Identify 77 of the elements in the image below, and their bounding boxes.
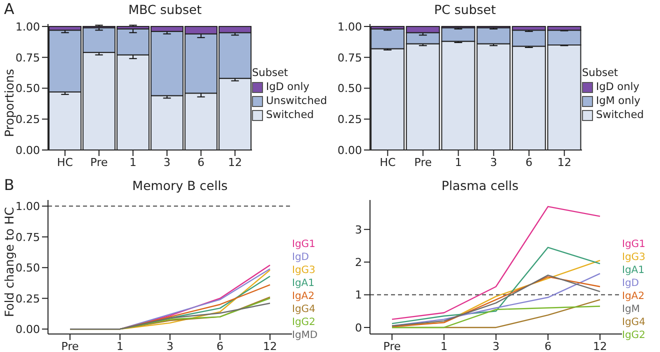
y-axis-title: Fold change to HC — [2, 207, 16, 317]
y-tick-label: 1.00 — [16, 200, 40, 214]
x-tick-label: Pre — [383, 340, 401, 352]
text: IgMD — [292, 329, 319, 342]
text: IgA1 — [622, 264, 646, 277]
text: IgG1 — [292, 238, 316, 251]
y-tick-label: 0.50 — [338, 82, 362, 96]
x-tick-label: 6 — [544, 340, 552, 352]
x-tick-label: 6 — [198, 156, 204, 169]
text: IgG2 — [622, 329, 646, 342]
y-tick-label: 1.00 — [338, 20, 362, 34]
chart-title: MBC subset — [127, 2, 203, 17]
x-tick-label: HC — [57, 156, 74, 169]
text: IgM — [622, 303, 641, 316]
chart-title: Plasma cells — [440, 178, 520, 193]
series-label: Switched — [266, 109, 314, 121]
line-series — [69, 302, 271, 330]
x-tick-label: 6 — [216, 340, 224, 352]
legend-label: Unswitched — [266, 95, 327, 107]
legend-label: IgM only — [596, 95, 640, 107]
y-tick-label: 0.00 — [16, 322, 40, 336]
x-tick-label: Pre — [61, 340, 79, 352]
text: IgG4 — [622, 316, 646, 329]
text: IgA2 — [622, 290, 646, 303]
x-tick-label: 12 — [557, 156, 572, 169]
x-tick-label: 1 — [130, 156, 136, 169]
text: A — [4, 0, 14, 18]
x-tick-label: 12 — [263, 340, 277, 352]
text: IgD — [622, 277, 640, 290]
x-tick-label: 1 — [440, 340, 448, 352]
chart-title: PC subset — [433, 2, 497, 17]
y-tick-label: 1 — [355, 288, 362, 302]
y-tick-label: 0.50 — [16, 82, 40, 96]
y-tick-label: 0.75 — [16, 230, 40, 244]
text: IgD — [292, 251, 310, 264]
x-tick-label: 1 — [454, 156, 462, 169]
legend-label: IgD only — [596, 81, 640, 93]
legend-title: Subset — [582, 67, 620, 79]
y-tick-label: 0.25 — [16, 292, 40, 306]
legend-label: IgD only — [266, 81, 310, 93]
x-tick-label: 3 — [492, 340, 500, 352]
x-tick-label: 3 — [490, 156, 498, 169]
y-tick-label: 0.00 — [338, 144, 362, 157]
x-tick-label: 1 — [116, 340, 124, 352]
y-tick-label: 1.00 — [16, 20, 40, 34]
x-tick-label: Pre — [414, 156, 432, 169]
x-tick-label: HC — [380, 156, 396, 169]
text: IgG3 — [622, 251, 646, 264]
x-tick-label: 3 — [166, 340, 174, 352]
y-tick-label: 0.75 — [16, 51, 40, 64]
x-tick-label: 12 — [593, 340, 607, 352]
y-tick-label: 0.75 — [338, 51, 362, 64]
text: IgG1 — [622, 238, 646, 251]
y-tick-label: 0.25 — [16, 113, 40, 126]
line-series — [391, 206, 601, 320]
y-tick-label: 0.25 — [338, 113, 362, 126]
y-tick-label: 0.00 — [16, 144, 40, 157]
text: IgG4 — [292, 303, 316, 316]
text: IgA2 — [292, 290, 316, 303]
line-series — [391, 246, 601, 324]
y-tick-label: 0.50 — [16, 262, 40, 275]
series-label: Switched — [596, 109, 644, 121]
x-tick-label: Pre — [90, 156, 108, 169]
y-tick-label: 2 — [355, 256, 362, 270]
x-tick-label: 3 — [164, 156, 170, 169]
y-axis-title: Proportions — [2, 68, 16, 137]
chart-title: Memory B cells — [131, 178, 229, 193]
x-tick-label: 6 — [526, 156, 532, 169]
text: IgG2 — [292, 316, 316, 329]
x-tick-label: 12 — [228, 156, 242, 169]
text: IgG3 — [292, 264, 316, 277]
text: B — [4, 176, 14, 194]
line-series — [391, 306, 601, 328]
y-tick-label: 3 — [355, 223, 362, 236]
text: IgA1 — [292, 277, 316, 290]
legend-title: Subset — [252, 67, 290, 79]
y-tick-label: 0 — [355, 321, 362, 334]
